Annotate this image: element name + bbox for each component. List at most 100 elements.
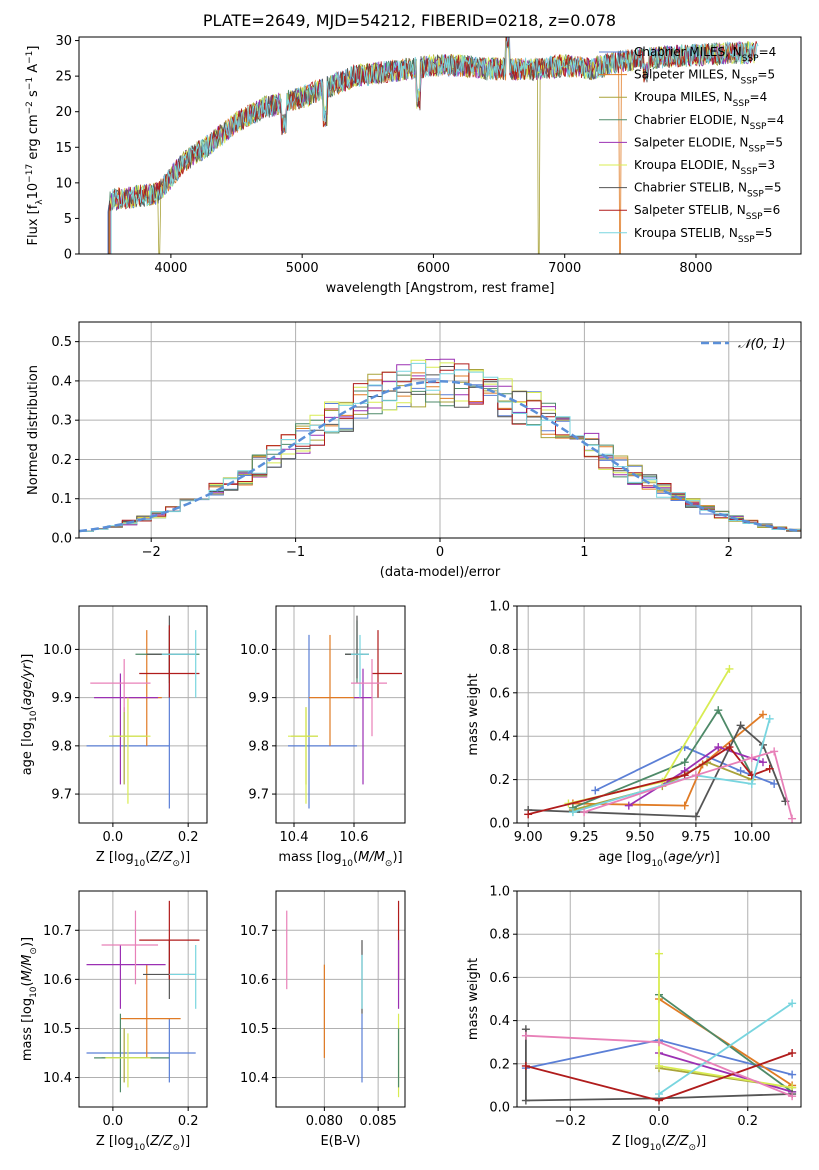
x-tick-label: 0.2 — [178, 1114, 199, 1129]
data-point — [309, 634, 363, 746]
weight-marker — [680, 758, 689, 767]
weight-marker — [624, 801, 633, 810]
legend-label: Kroupa MILES, NSSP=4 — [634, 90, 767, 109]
weight-marker — [655, 1038, 663, 1047]
weight-marker — [524, 810, 533, 819]
y-tick-label: 0.4 — [489, 1014, 510, 1029]
weight-marker — [788, 999, 797, 1008]
legend-label: Salpeter STELIB, NSSP=6 — [634, 203, 780, 222]
y-tick-label: 10.5 — [240, 1022, 269, 1037]
x-tick-label: 0.080 — [306, 1114, 343, 1129]
weight-marker — [655, 1061, 663, 1070]
weight-marker — [714, 743, 723, 752]
data-point — [135, 630, 200, 684]
panel-age-vs-mass: 10.4 10.6 9.7 9.8 9.9 10.0 mass [log10(M/M⊙)] — [240, 605, 406, 869]
weight-line — [594, 746, 775, 792]
weight-marker — [591, 786, 600, 795]
weight-marker — [521, 1096, 530, 1105]
y-tick-label: 9.8 — [248, 739, 269, 754]
x-tick-label: 9.00 — [514, 830, 543, 845]
y-tick-label: 0.8 — [489, 928, 510, 943]
axes-frame — [275, 890, 406, 1108]
x-tick-label: 5000 — [286, 261, 319, 276]
x-tick-label: 1 — [580, 545, 588, 560]
y-axis-label: mass weight — [466, 673, 481, 755]
y-tick-label: 9.9 — [248, 691, 269, 706]
y-tick-label: 15 — [55, 141, 72, 156]
x-tick-label: 7000 — [548, 261, 581, 276]
x-tick-label: 8000 — [679, 261, 712, 276]
y-tick-label: 10.5 — [43, 1022, 72, 1037]
y-tick-label: 1.0 — [489, 600, 510, 615]
x-tick-label: 10.4 — [280, 830, 309, 845]
plot-area — [79, 322, 801, 538]
panel-massweight-vs-Z: −0.2 0.0 0.2 0.0 0.2 0.4 0.6 0.8 1.0 Z [log10(Z/Z… — [466, 885, 802, 1153]
y-tick-label: 9.9 — [51, 691, 72, 706]
y-axis-label: mass weight — [466, 958, 481, 1040]
x-axis-label: (data-model)/error — [380, 565, 501, 580]
weight-marker — [725, 664, 734, 673]
plot-area — [276, 891, 405, 1107]
x-tick-label: −0.2 — [554, 1114, 586, 1129]
weight-marker — [655, 949, 663, 958]
x-tick-label: 10.6 — [340, 830, 369, 845]
y-tick-label: 10.6 — [240, 973, 269, 988]
y-tick-label: 0.1 — [51, 492, 72, 507]
y-tick-label: 0 — [64, 248, 72, 263]
axes-frame — [275, 605, 406, 824]
legend: 𝒩(0, 1) — [701, 337, 785, 352]
y-tick-label: 9.8 — [51, 739, 72, 754]
x-tick-label: −2 — [142, 545, 161, 560]
panel-mass-vs-EBV: 0.080 0.085 10.4 10.5 10.6 10.7 E(B-V) — [240, 890, 406, 1149]
y-tick-label: 10.4 — [240, 1071, 269, 1086]
y-tick-label: 20 — [55, 105, 72, 120]
legend-label: Kroupa STELIB, NSSP=5 — [634, 226, 772, 245]
weight-line — [658, 1052, 793, 1093]
x-tick-label: −1 — [286, 545, 305, 560]
data-point — [351, 634, 369, 698]
data-point — [372, 630, 402, 698]
x-tick-label: 0.0 — [103, 1114, 124, 1129]
plot-area — [79, 606, 207, 823]
x-axis-label: wavelength [Angstrom, rest frame] — [326, 281, 555, 296]
x-axis-label: Z [log10(Z/Z⊙)] — [612, 1134, 706, 1153]
weight-marker — [765, 764, 774, 773]
data-point — [109, 697, 151, 804]
data-point — [345, 615, 369, 679]
x-tick-label: 2 — [725, 545, 733, 560]
weight-marker — [736, 766, 745, 775]
plot-area — [517, 606, 801, 823]
legend-label: Kroupa ELODIE, NSSP=3 — [634, 158, 775, 177]
weight-marker — [691, 771, 700, 780]
weight-line — [572, 718, 771, 813]
axes-frame — [78, 321, 802, 539]
data-point — [86, 1018, 196, 1083]
axes-frame — [516, 890, 802, 1108]
data-point — [101, 910, 159, 985]
y-axis-label: Flux [fλ10−17 erg cm−2 s−1 A−1] — [25, 46, 45, 246]
weight-marker — [714, 706, 723, 715]
weight-marker — [521, 1031, 530, 1040]
plot-area — [79, 891, 207, 1107]
weight-marker — [580, 808, 589, 817]
legend-label: Chabrier MILES, NSSP=4 — [634, 45, 776, 64]
y-tick-label: 10.7 — [43, 924, 72, 939]
weight-marker — [788, 1092, 797, 1101]
y-tick-label: 10.0 — [43, 643, 72, 658]
y-tick-label: 10.7 — [240, 924, 269, 939]
gaussian-curve — [79, 380, 801, 533]
y-axis-label: mass [log10(M/M⊙)] — [20, 937, 39, 1061]
legend-label: Salpeter ELODIE, NSSP=5 — [634, 135, 783, 154]
y-tick-label: 10.0 — [240, 643, 269, 658]
data-point — [90, 659, 151, 713]
panel-spectrum: 4000 5000 6000 7000 8000 0 5 10 15 20 25 30 waveleng… — [25, 34, 802, 296]
y-tick-label: 0.5 — [51, 335, 72, 350]
x-tick-label: 10.00 — [733, 830, 770, 845]
data-point — [354, 668, 372, 785]
figure-title: PLATE=2649, MJD=54212, FIBERID=0218, z=0… — [202, 11, 617, 30]
y-tick-label: 10.4 — [43, 1071, 72, 1086]
y-tick-label: 0.8 — [489, 643, 510, 658]
plot-area — [107, 37, 759, 254]
weight-marker — [788, 1049, 797, 1057]
